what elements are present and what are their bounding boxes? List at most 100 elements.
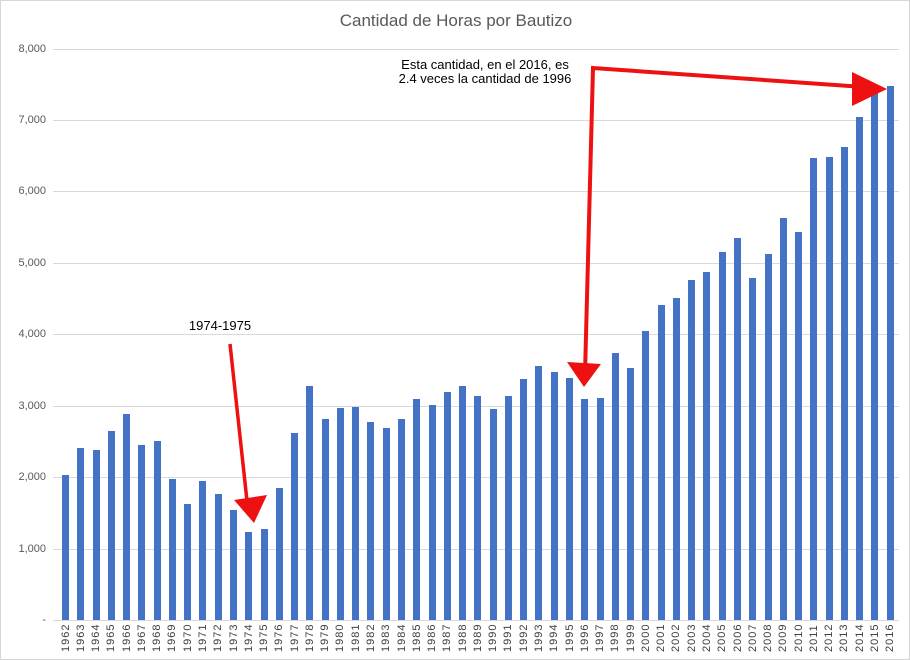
x-tick-label: 1971 xyxy=(196,623,209,652)
x-tick-label: 2015 xyxy=(868,623,881,652)
x-tick-label: 1982 xyxy=(364,623,377,652)
bar-1967 xyxy=(138,445,146,620)
x-tick-label: 2005 xyxy=(716,623,729,652)
gridline xyxy=(53,48,899,50)
x-tick-label: 2006 xyxy=(731,623,744,652)
bar-1975 xyxy=(260,528,268,620)
x-tick-label: 1963 xyxy=(74,623,87,652)
x-tick-label: 1992 xyxy=(517,623,530,652)
x-tick-label: 1999 xyxy=(624,623,637,652)
y-tick-label: 1,000 xyxy=(18,542,46,555)
y-tick-label: 3,000 xyxy=(18,399,46,412)
x-tick-label: 1972 xyxy=(212,623,225,652)
bar-1970 xyxy=(184,504,192,620)
bar-1996 xyxy=(581,398,589,620)
x-tick-label: 1985 xyxy=(410,623,423,652)
bar-1962 xyxy=(62,475,69,620)
x-tick-label: 1967 xyxy=(135,623,148,652)
x-tick-label: 1979 xyxy=(319,623,332,652)
x-tick-label: 2013 xyxy=(838,623,851,652)
bar-2005 xyxy=(718,252,726,620)
bar-1974 xyxy=(245,532,253,620)
x-tick-label: 1996 xyxy=(578,623,591,652)
x-tick-label: 1994 xyxy=(548,623,561,652)
bar-2004 xyxy=(703,272,711,620)
x-tick-label: 1964 xyxy=(90,623,102,652)
x-tick-label: 1993 xyxy=(532,623,545,652)
x-tick-label: 1966 xyxy=(120,623,133,652)
x-tick-label: 2004 xyxy=(700,623,713,652)
bar-2013 xyxy=(840,147,848,620)
y-tick-label: 2,000 xyxy=(18,471,46,484)
chart-title: Cantidad de Horas por Bautizo xyxy=(339,11,573,30)
x-tick-label: 2007 xyxy=(746,623,759,652)
x-tick-label: 1965 xyxy=(105,623,118,652)
bar-1990 xyxy=(489,409,497,620)
x-tick-label: 1968 xyxy=(151,623,164,652)
x-tick-label: 2010 xyxy=(792,623,805,652)
bar-2008 xyxy=(764,253,772,620)
x-tick-label: 1981 xyxy=(349,623,362,652)
gridline xyxy=(53,119,899,121)
gridline xyxy=(53,191,899,193)
bar-2007 xyxy=(749,277,757,620)
bar-1992 xyxy=(520,378,528,620)
bar-1978 xyxy=(306,385,314,620)
bar-1989 xyxy=(474,395,482,620)
y-tick-label: 4,000 xyxy=(18,328,46,341)
x-tick-label: 1977 xyxy=(288,623,301,652)
bar-1998 xyxy=(611,352,619,620)
bar-1999 xyxy=(627,367,635,620)
bar-2000 xyxy=(642,331,650,620)
bar-1973 xyxy=(230,510,237,620)
x-tick-label: 1984 xyxy=(395,623,408,652)
bar-1995 xyxy=(566,377,573,620)
x-tick-label: 2009 xyxy=(777,623,790,652)
x-tick-label: 1962 xyxy=(59,623,72,652)
down-arrow-1974-icon xyxy=(228,343,267,523)
x-tick-label: 1990 xyxy=(487,623,500,652)
x-tick-label: 1974 xyxy=(242,623,255,652)
bar-1963 xyxy=(77,447,85,620)
bar-1982 xyxy=(367,422,375,620)
x-tick-label: 1995 xyxy=(563,623,576,652)
x-tick-label: 1991 xyxy=(502,623,515,652)
y-tick-label: 7,000 xyxy=(18,113,46,126)
x-tick-label: 1973 xyxy=(227,623,240,652)
bar-1966 xyxy=(123,414,131,620)
x-tick-label: 1988 xyxy=(456,623,469,652)
bar-1986 xyxy=(428,405,436,620)
bar-1994 xyxy=(550,372,558,620)
bar-2012 xyxy=(825,157,833,620)
bar-1971 xyxy=(199,481,207,620)
bar-2003 xyxy=(688,280,696,620)
bar-1976 xyxy=(275,487,283,620)
x-tick-label: 2012 xyxy=(823,623,836,652)
bar-1983 xyxy=(382,427,390,620)
bar-1984 xyxy=(398,419,405,620)
x-tick-label: 1975 xyxy=(258,623,270,652)
x-tick-label: 2014 xyxy=(853,623,866,652)
bar-1987 xyxy=(443,392,451,620)
bar-1965 xyxy=(107,430,115,620)
x-tick-label: 1978 xyxy=(303,623,316,652)
annotation-callout-line2: 2.4 veces la cantidad de 1996 xyxy=(398,71,572,86)
annotation-1974-1975: 1974-1975 xyxy=(188,318,252,333)
bar-1991 xyxy=(504,395,512,620)
bar-1985 xyxy=(413,398,421,620)
bar-2009 xyxy=(779,217,787,620)
x-tick-label: 1976 xyxy=(273,623,286,652)
x-tick-label: 1998 xyxy=(609,623,622,652)
bar-1997 xyxy=(596,397,604,620)
x-tick-label: 2008 xyxy=(762,623,774,652)
x-tick-label: 1989 xyxy=(471,623,484,652)
bar-2015 xyxy=(871,89,879,620)
x-tick-label: 1997 xyxy=(594,623,606,652)
gridline xyxy=(53,262,899,264)
x-tick-label: 1983 xyxy=(380,623,393,652)
x-tick-label: 2002 xyxy=(670,623,683,652)
bar-1981 xyxy=(352,407,360,620)
y-tick-label: - xyxy=(42,614,46,626)
gridline xyxy=(53,334,899,336)
